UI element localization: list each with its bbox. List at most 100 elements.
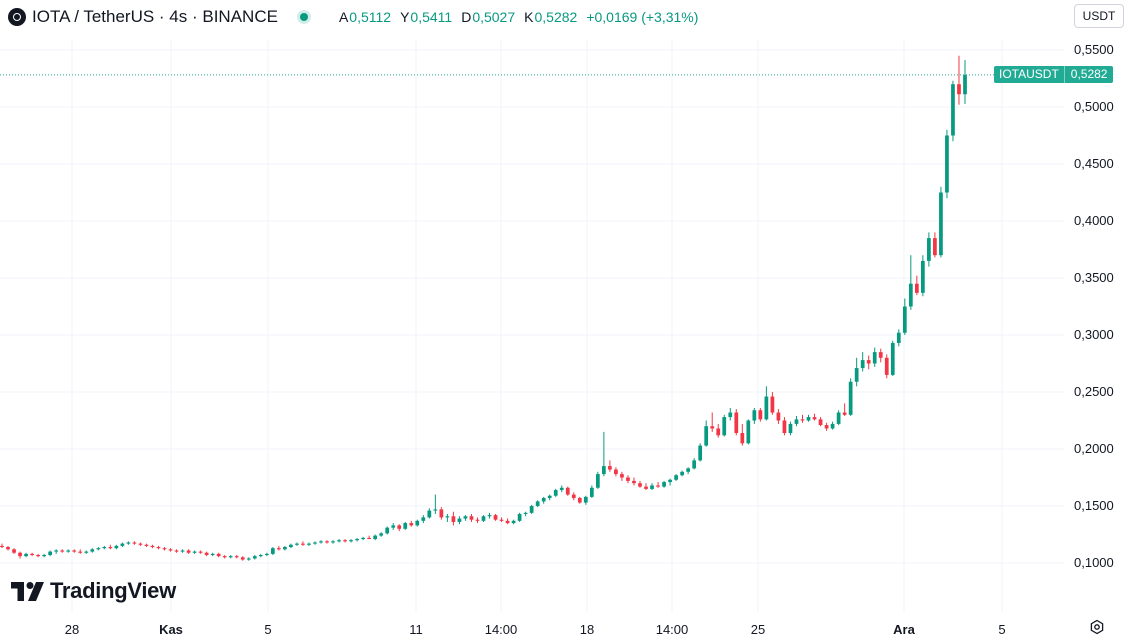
candle-body (583, 496, 588, 503)
candle-body (198, 551, 203, 553)
candle (198, 550, 203, 554)
candle-body (457, 518, 462, 522)
candle (692, 458, 697, 470)
candle (511, 519, 516, 525)
candle-body (565, 487, 570, 495)
candle (529, 504, 534, 514)
candle (746, 419, 751, 445)
candle-body (295, 543, 299, 545)
candle-body (836, 412, 841, 424)
candle-body (632, 480, 636, 484)
candle (638, 480, 642, 488)
candle (830, 421, 835, 430)
candle-body (951, 84, 955, 136)
candle-body (830, 423, 835, 429)
y-tick-label: 0,5000 (1074, 99, 1114, 114)
candle (216, 552, 221, 558)
candle (933, 232, 937, 258)
candle (704, 420, 709, 447)
candle (325, 540, 329, 544)
candle-body (301, 543, 305, 545)
candle-body (535, 501, 540, 506)
candle-body (884, 357, 889, 375)
candle-body (806, 417, 811, 421)
candle (764, 386, 769, 421)
candle (541, 496, 546, 504)
x-tick-label: 18 (580, 622, 594, 637)
candle (758, 407, 763, 422)
low-value: 0,5027 (472, 9, 516, 25)
candle (553, 488, 558, 497)
candle (800, 414, 805, 423)
last-price-value: 0,5282 (1063, 66, 1114, 83)
candle (415, 519, 420, 527)
candle-body (108, 547, 113, 549)
candle (559, 485, 564, 493)
candle-body (553, 490, 558, 496)
candle (66, 549, 71, 553)
candle (72, 549, 77, 553)
candle (818, 417, 823, 427)
candle (854, 357, 859, 387)
candle (499, 517, 504, 522)
candle (626, 475, 630, 484)
tradingview-logo[interactable]: TradingView (11, 578, 176, 604)
candle-body (397, 525, 402, 529)
candle-body (722, 417, 727, 436)
candle (439, 507, 444, 520)
y-tick-label: 0,5500 (1074, 42, 1114, 57)
candle-body (662, 482, 666, 487)
candle-body (126, 542, 131, 544)
candle (0, 543, 4, 549)
candle-body (313, 542, 317, 544)
candle (319, 540, 323, 544)
candle (192, 550, 197, 554)
candle-body (42, 555, 46, 557)
candle-body (921, 260, 925, 293)
candle-body (373, 535, 378, 540)
candle (427, 508, 432, 519)
candle (890, 340, 895, 377)
x-tick-label: 14:00 (656, 622, 689, 637)
candle (457, 516, 462, 525)
candle-body (391, 525, 396, 528)
candle (60, 549, 65, 553)
candle (475, 517, 480, 524)
candle-body (547, 495, 552, 499)
candle (589, 485, 594, 499)
y-tick-label: 0,4000 (1074, 213, 1114, 228)
candle-body (674, 475, 678, 480)
candle-body (84, 551, 89, 553)
candle-body (355, 539, 359, 541)
candle (674, 474, 678, 481)
candle (951, 80, 955, 142)
candle-body (451, 516, 456, 522)
candle-body (331, 541, 335, 543)
candle-body (96, 548, 101, 550)
candle-body (463, 516, 468, 519)
candle (355, 537, 359, 542)
candle-body (692, 460, 697, 469)
change-value: +0,0169 (+3,31%) (586, 9, 699, 25)
candle-body (12, 549, 16, 553)
candle-body (114, 545, 119, 549)
candle (939, 186, 943, 258)
candle (776, 409, 781, 424)
candle (686, 467, 691, 475)
candle-body (523, 512, 528, 514)
settings-icon[interactable] (1089, 619, 1105, 635)
candle (878, 348, 883, 363)
currency-button[interactable]: USDT (1074, 4, 1124, 28)
candle-body (866, 360, 871, 364)
candle (927, 232, 931, 267)
symbol-title[interactable]: IOTA / TetherUS · 4s · BINANCE (32, 7, 278, 26)
candle (451, 511, 456, 526)
candle-body (252, 556, 257, 559)
candle (270, 547, 275, 556)
price-axis: 0,1000 0,1500 0,2000 0,2500 0,3000 0,3500 0,40… (1074, 42, 1114, 570)
candle (246, 557, 251, 561)
candle-body (620, 474, 624, 478)
candle (608, 460, 612, 472)
candle-body (734, 412, 739, 434)
